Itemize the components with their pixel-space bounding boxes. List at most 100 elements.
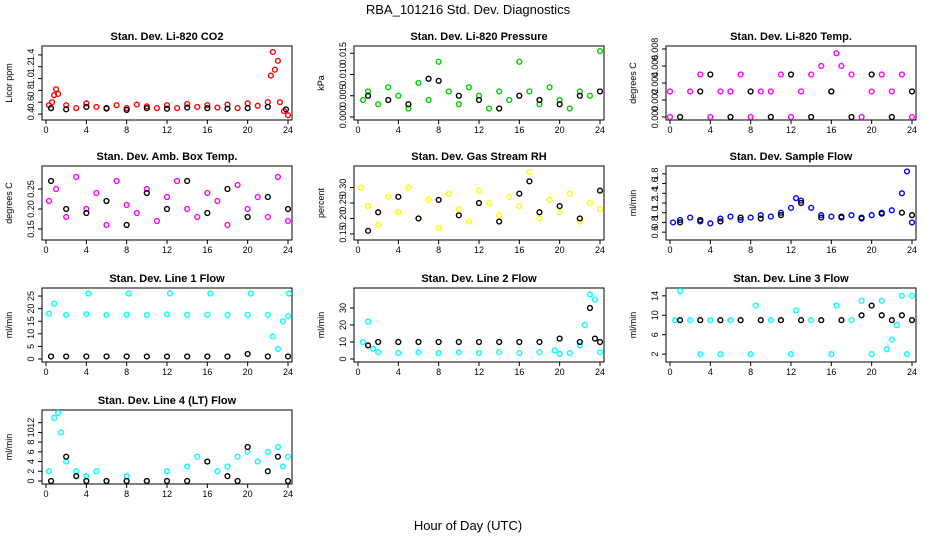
data-point — [797, 197, 805, 204]
y-tick-label: 1.4 — [26, 49, 36, 62]
data-point — [359, 96, 367, 104]
data-point — [808, 204, 815, 211]
x-tick-label: 8 — [748, 367, 753, 377]
data-point — [752, 302, 759, 309]
data-point — [858, 113, 865, 121]
data-point — [143, 189, 150, 197]
y-tick-label: 0.006 — [650, 55, 660, 78]
data-point — [415, 338, 422, 346]
data-point — [58, 429, 65, 436]
data-point — [777, 212, 785, 219]
data-point — [385, 84, 392, 91]
data-point — [224, 311, 231, 319]
panel: Stan. Dev. Gas Stream RH percent 0 4 8 12 16 20… — [316, 151, 605, 255]
data-point — [878, 297, 885, 304]
data-point — [536, 96, 543, 104]
data-point — [284, 205, 292, 213]
y-tick-label: 0 — [26, 478, 36, 483]
data-point — [727, 213, 734, 220]
data-point — [284, 313, 292, 320]
data-point — [395, 92, 402, 99]
data-point — [445, 88, 452, 95]
data-point — [737, 317, 744, 324]
data-point — [767, 113, 774, 121]
x-tick-label: 0 — [355, 367, 360, 377]
data-point — [83, 473, 90, 480]
data-point — [496, 349, 503, 356]
data-point — [264, 448, 271, 455]
data-point — [73, 468, 80, 475]
data-point — [47, 177, 55, 185]
data-point — [50, 300, 58, 307]
y-axis-label: ml/min — [628, 312, 638, 339]
plot-frame — [665, 45, 917, 121]
data-point — [163, 102, 171, 109]
data-point — [143, 477, 150, 485]
data-point — [63, 213, 70, 221]
panel: Stan. Dev. Li-820 Temp. degrees C 0 4 8 12 16 2… — [628, 31, 917, 135]
data-point — [123, 477, 130, 485]
data-point — [224, 221, 231, 229]
data-point — [717, 351, 724, 358]
panel-title: Stan. Dev. Amb. Box Temp. — [97, 151, 238, 163]
x-tick-label: 24 — [283, 489, 293, 499]
data-point — [244, 205, 251, 213]
data-point — [737, 214, 744, 221]
data-point — [47, 477, 55, 485]
x-tick-label: 4 — [708, 245, 713, 255]
y-tick-label: 6 — [26, 449, 36, 454]
x-tick-label: 12 — [162, 125, 172, 135]
data-point — [113, 102, 120, 109]
data-point — [282, 106, 290, 113]
data-point — [576, 342, 583, 349]
data-point — [747, 88, 754, 95]
data-point — [697, 71, 704, 78]
data-point — [526, 178, 533, 185]
data-point — [364, 92, 372, 99]
y-tick-label: 0.015 — [338, 42, 348, 65]
data-point — [143, 105, 150, 112]
data-point — [551, 347, 558, 354]
data-point — [707, 71, 714, 78]
data-point — [274, 443, 282, 451]
x-tick-label: 8 — [436, 245, 441, 255]
data-point — [163, 468, 171, 475]
data-point — [63, 453, 70, 460]
data-point — [214, 104, 221, 111]
data-point — [224, 185, 231, 193]
data-point — [375, 349, 382, 356]
data-point — [85, 290, 92, 297]
y-axis-label: kPa — [316, 75, 326, 91]
data-point — [54, 409, 62, 417]
x-tick-label: 12 — [162, 489, 172, 499]
data-point — [903, 168, 911, 175]
data-point — [908, 212, 916, 219]
y-tick-label: 10 — [338, 337, 348, 347]
data-point — [284, 217, 292, 225]
data-point — [868, 88, 875, 95]
x-tick-label: 8 — [748, 245, 753, 255]
data-point — [757, 88, 764, 95]
data-point — [908, 317, 916, 324]
data-point — [898, 292, 906, 299]
data-point — [536, 209, 543, 216]
data-point — [747, 351, 754, 358]
data-point — [153, 217, 161, 225]
data-point — [63, 353, 70, 360]
y-axis-label: ml/min — [316, 312, 326, 339]
data-point — [375, 221, 382, 228]
data-point — [475, 338, 483, 346]
data-point — [271, 66, 278, 73]
y-tick-label: 1.0 — [26, 72, 36, 85]
y-tick-label: 15 — [26, 316, 36, 326]
data-point — [787, 351, 795, 358]
data-point — [395, 193, 402, 200]
x-tick-label: 0 — [355, 125, 360, 135]
data-point — [566, 190, 573, 197]
data-point — [204, 458, 211, 465]
data-point — [264, 193, 271, 201]
data-point — [93, 468, 100, 475]
data-point — [425, 75, 432, 82]
data-point — [888, 88, 895, 95]
